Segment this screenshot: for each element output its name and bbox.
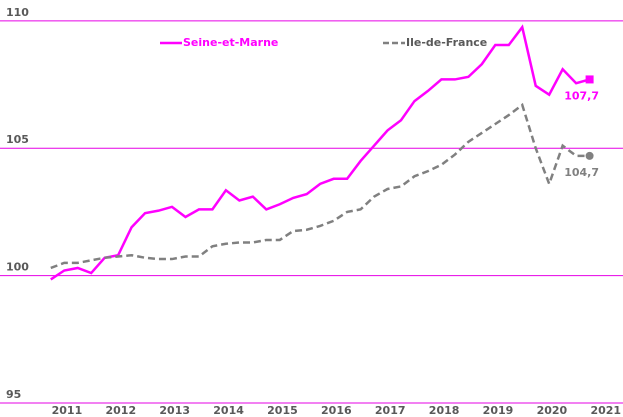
y-tick-label: 105 bbox=[6, 133, 29, 146]
y-tick-label: 110 bbox=[6, 6, 29, 19]
x-tick-label: 2013 bbox=[159, 404, 190, 417]
y-tick-label: 95 bbox=[6, 388, 21, 401]
x-tick-label: 2018 bbox=[429, 404, 460, 417]
x-tick-label: 2019 bbox=[483, 404, 514, 417]
legend-label: Seine-et-Marne bbox=[183, 36, 278, 49]
x-tick-label: 2012 bbox=[106, 404, 137, 417]
x-tick-label: 2016 bbox=[321, 404, 352, 417]
x-tick-label: 2021 bbox=[590, 404, 621, 417]
x-tick-label: 2020 bbox=[537, 404, 568, 417]
x-tick-label: 2017 bbox=[375, 404, 406, 417]
end-marker bbox=[585, 151, 594, 160]
series-line bbox=[50, 24, 590, 281]
legend-label: Ile-de-France bbox=[406, 36, 487, 49]
end-marker bbox=[585, 75, 594, 84]
end-label: 107,7 bbox=[564, 89, 599, 102]
end-label: 104,7 bbox=[564, 166, 599, 179]
x-tick-label: 2015 bbox=[267, 404, 298, 417]
x-tick-label: 2011 bbox=[52, 404, 83, 417]
x-tick-label: 2014 bbox=[213, 404, 244, 417]
y-tick-label: 100 bbox=[6, 261, 29, 274]
series-line bbox=[50, 102, 590, 270]
